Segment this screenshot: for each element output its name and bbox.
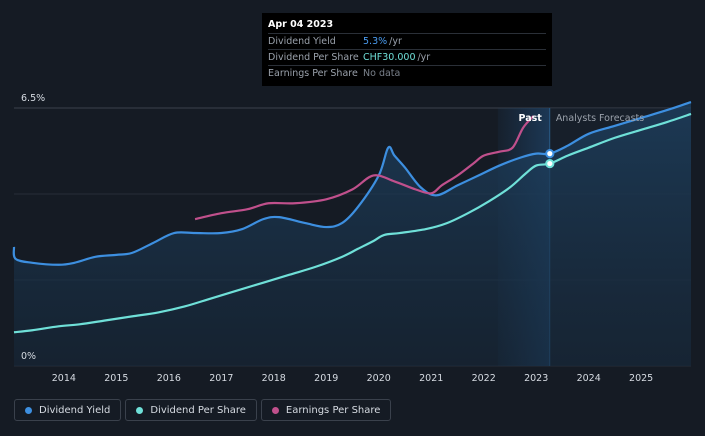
legend-item-earnings-per-share[interactable]: Earnings Per Share — [260, 399, 392, 421]
legend-dot — [136, 406, 144, 414]
tooltip-unit: /yr — [417, 52, 431, 63]
y-tick-label: 0% — [21, 351, 36, 362]
legend-item-dividend-per-share[interactable]: Dividend Per Share — [125, 399, 257, 421]
y-tick-label: 6.5% — [21, 93, 45, 104]
legend-item-dividend-yield[interactable]: Dividend Yield — [14, 399, 122, 421]
x-tick-label: 2018 — [262, 373, 286, 384]
tooltip: Apr 04 2023 Dividend Yield 5.3% /yr Divi… — [262, 13, 552, 86]
legend-dot — [271, 406, 279, 414]
legend-label: Earnings Per Share — [285, 404, 381, 416]
x-tick-label: 2024 — [577, 373, 601, 384]
tooltip-value: 5.3% — [363, 36, 388, 47]
forecast-label: Analysts Forecasts — [556, 113, 644, 124]
x-tick-label: 2023 — [524, 373, 548, 384]
x-tick-label: 2019 — [314, 373, 338, 384]
tooltip-unit: /yr — [389, 36, 402, 47]
tooltip-row-earnings-per-share: Earnings Per Share No data — [268, 65, 546, 81]
tooltip-row-dividend-yield: Dividend Yield 5.3% /yr — [268, 33, 546, 49]
tooltip-label: Dividend Yield — [268, 36, 336, 47]
legend-dot — [25, 406, 32, 414]
tooltip-value: CHF30.000 — [363, 52, 416, 63]
tooltip-row-dividend-per-share: Dividend Per Share CHF30.000 /yr — [268, 49, 546, 65]
x-tick-label: 2020 — [367, 373, 391, 384]
x-tick-label: 2025 — [629, 373, 653, 384]
dividend-per-share-marker — [545, 158, 555, 169]
x-tick-label: 2014 — [52, 373, 76, 384]
tooltip-value: No data — [363, 68, 401, 79]
x-tick-label: 2017 — [209, 373, 233, 384]
x-tick-label: 2016 — [157, 373, 181, 384]
tooltip-label: Earnings Per Share — [268, 68, 358, 79]
dividend-yield-area — [13, 102, 692, 367]
dividend-per-share-line — [13, 112, 692, 334]
x-tick-label: 2021 — [419, 373, 443, 384]
x-tick-label: 2015 — [104, 373, 128, 384]
dividend-yield-marker — [545, 149, 555, 159]
past-label: Past — [518, 113, 542, 124]
tooltip-date: Apr 04 2023 — [268, 19, 334, 30]
x-tick-label: 2022 — [472, 373, 496, 384]
earnings-per-share-line — [194, 115, 535, 221]
legend-label: Dividend Yield — [39, 404, 111, 416]
tooltip-label: Dividend Per Share — [268, 52, 359, 63]
legend: Dividend Yield Dividend Per Share Earnin… — [14, 399, 392, 421]
legend-label: Dividend Per Share — [150, 404, 246, 416]
